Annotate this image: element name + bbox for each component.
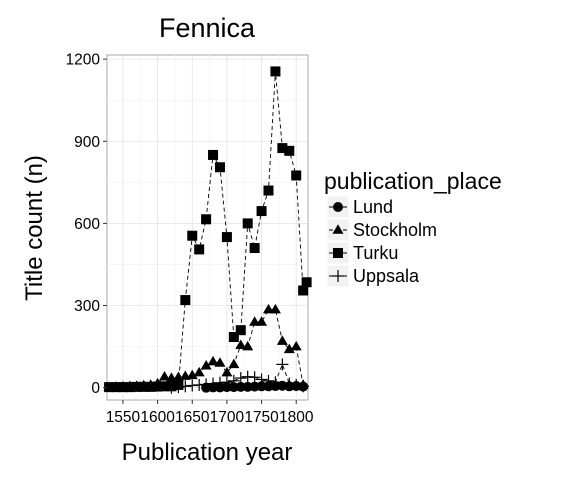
y-tick-label: 1200 <box>66 52 101 69</box>
data-point-stockholm <box>186 369 198 380</box>
legend-marker-stockholm <box>332 224 344 234</box>
data-point-turku <box>145 381 156 392</box>
data-point-turku <box>124 382 135 393</box>
data-point-stockholm <box>235 339 247 349</box>
legend-item-lund: Lund <box>326 195 393 219</box>
data-point-turku <box>256 206 267 217</box>
data-point-turku <box>242 218 253 229</box>
data-point-turku <box>159 381 170 392</box>
data-point-turku <box>235 325 246 336</box>
legend-label: Lund <box>353 197 393 217</box>
x-tick-label: 1700 <box>210 409 245 426</box>
data-point-uppsala <box>290 378 303 391</box>
data-point-turku <box>187 230 198 241</box>
data-point-stockholm <box>193 366 205 377</box>
data-point-uppsala <box>276 358 289 371</box>
legend-marker-turku <box>333 248 343 258</box>
legend-item-stockholm: Stockholm <box>326 218 437 242</box>
data-point-stockholm <box>276 335 288 345</box>
x-tick-label: 1800 <box>279 409 314 426</box>
chart-title: Fennica <box>159 13 256 43</box>
y-tick-label: 900 <box>74 134 100 151</box>
series-line-turku <box>109 71 308 388</box>
data-point-uppsala <box>200 378 213 391</box>
data-point-turku <box>117 382 128 393</box>
data-point-stockholm <box>221 366 233 377</box>
data-point-uppsala <box>255 373 268 386</box>
data-point-turku <box>263 185 274 196</box>
data-point-uppsala <box>207 377 220 390</box>
legend-item-turku: Turku <box>326 241 398 265</box>
data-point-turku <box>138 381 149 392</box>
x-tick-label: 1550 <box>106 409 141 426</box>
data-point-uppsala <box>269 376 282 389</box>
series-points <box>103 66 312 394</box>
data-point-uppsala <box>234 372 247 385</box>
data-point-uppsala <box>283 377 296 390</box>
data-point-turku <box>301 277 312 288</box>
data-point-turku <box>194 244 205 255</box>
data-point-turku <box>291 170 302 181</box>
y-tick-label: 300 <box>74 298 100 315</box>
legend-label: Uppsala <box>353 266 420 286</box>
data-point-turku <box>228 332 239 343</box>
data-point-lund <box>235 381 246 392</box>
data-point-uppsala <box>220 376 233 389</box>
data-point-turku <box>214 162 225 173</box>
x-axis: 1550 1600 1650 1700 1750 1800 <box>106 400 314 426</box>
legend-item-uppsala: Uppsala <box>326 264 420 288</box>
data-point-stockholm <box>262 303 274 314</box>
plot-panel <box>106 54 309 401</box>
x-tick-label: 1650 <box>175 409 210 426</box>
data-point-lund <box>256 381 267 392</box>
data-point-uppsala <box>262 374 275 387</box>
data-point-turku <box>277 143 288 154</box>
data-point-uppsala <box>227 374 240 387</box>
x-tick-label: 1750 <box>244 409 279 426</box>
y-axis: 0 300 600 900 1200 <box>66 52 107 397</box>
data-point-turku <box>152 381 163 392</box>
data-point-turku <box>284 145 295 156</box>
data-point-stockholm <box>242 340 254 351</box>
data-point-stockholm <box>249 316 261 326</box>
data-point-turku <box>131 381 142 392</box>
data-point-turku <box>249 243 260 254</box>
legend-items: Lund Stockholm Turku Uppsala <box>326 195 437 288</box>
data-point-uppsala <box>179 380 192 393</box>
data-point-turku <box>270 66 281 77</box>
legend-label: Turku <box>353 243 398 263</box>
data-point-turku <box>111 382 122 393</box>
legend-title: publication_place <box>324 168 502 194</box>
data-point-turku <box>201 214 212 225</box>
data-point-stockholm <box>290 340 302 351</box>
data-point-turku <box>298 285 309 296</box>
legend-marker-lund <box>333 202 343 212</box>
x-axis-title: Publication year <box>122 439 293 466</box>
data-point-uppsala <box>297 380 310 393</box>
data-point-stockholm <box>207 355 219 366</box>
data-point-stockholm <box>269 303 281 314</box>
data-point-turku <box>221 232 232 243</box>
legend-marker-uppsala <box>332 270 344 282</box>
data-point-stockholm <box>228 358 240 369</box>
data-point-turku <box>104 382 115 393</box>
y-tick-label: 600 <box>74 216 100 233</box>
x-tick-label: 1600 <box>140 409 175 426</box>
data-point-stockholm <box>283 343 295 354</box>
y-tick-label: 0 <box>91 380 100 397</box>
data-point-stockholm <box>200 360 212 370</box>
data-point-stockholm <box>256 316 268 326</box>
legend: publication_place Lund Stockholm Turku Upps… <box>324 168 502 288</box>
data-point-uppsala <box>172 381 185 394</box>
y-axis-title: Title count (n) <box>21 155 48 301</box>
data-point-uppsala <box>248 371 261 384</box>
data-point-turku <box>180 295 191 306</box>
legend-label: Stockholm <box>353 220 437 240</box>
data-point-turku <box>208 149 219 160</box>
data-point-stockholm <box>214 357 226 367</box>
data-point-stockholm <box>159 370 171 381</box>
